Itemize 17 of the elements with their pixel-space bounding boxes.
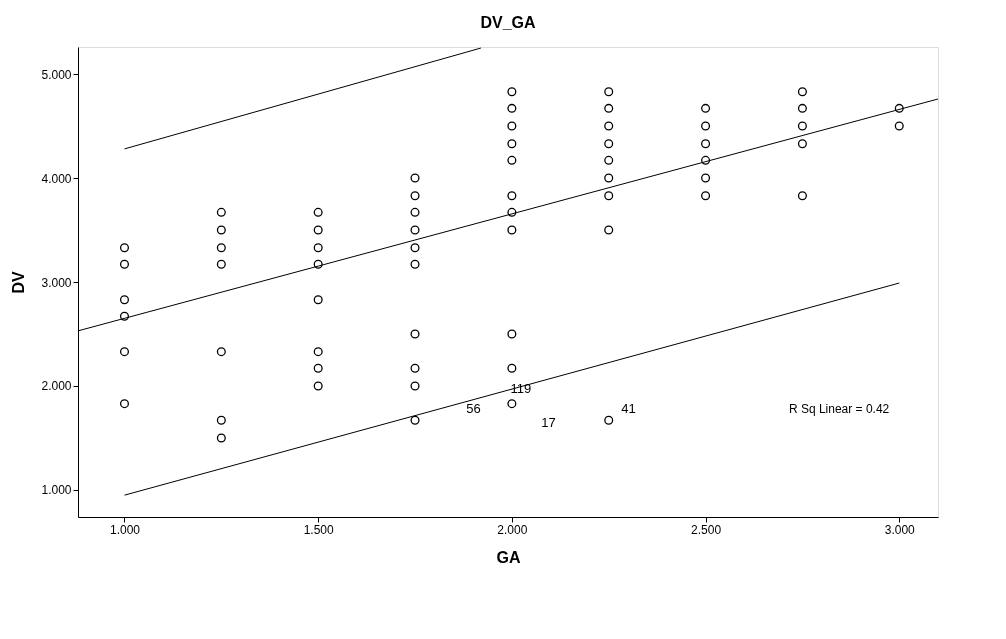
y-axis-title: DV bbox=[10, 271, 28, 294]
x-tick-label: 2.500 bbox=[691, 522, 722, 537]
y-tick-label: 2.000 bbox=[41, 379, 72, 394]
annotation: 41 bbox=[621, 400, 636, 416]
y-tick-label: 5.000 bbox=[41, 67, 72, 82]
x-tick-label: 1.000 bbox=[109, 522, 141, 537]
x-axis-title: GA bbox=[496, 548, 521, 566]
x-tick-label: 2.000 bbox=[497, 522, 528, 537]
annotation: 56 bbox=[466, 400, 481, 416]
annotation: 17 bbox=[541, 415, 556, 430]
chart-title: DV_GA bbox=[480, 14, 537, 31]
annotation: R Sq Linear = 0.42 bbox=[788, 401, 890, 416]
x-tick-label: 1.500 bbox=[303, 522, 335, 537]
x-tick-label: 3.000 bbox=[884, 522, 916, 537]
y-tick-label: 3.000 bbox=[41, 275, 72, 290]
y-tick-label: 1.000 bbox=[41, 483, 72, 498]
y-tick-label: 4.000 bbox=[41, 171, 72, 186]
